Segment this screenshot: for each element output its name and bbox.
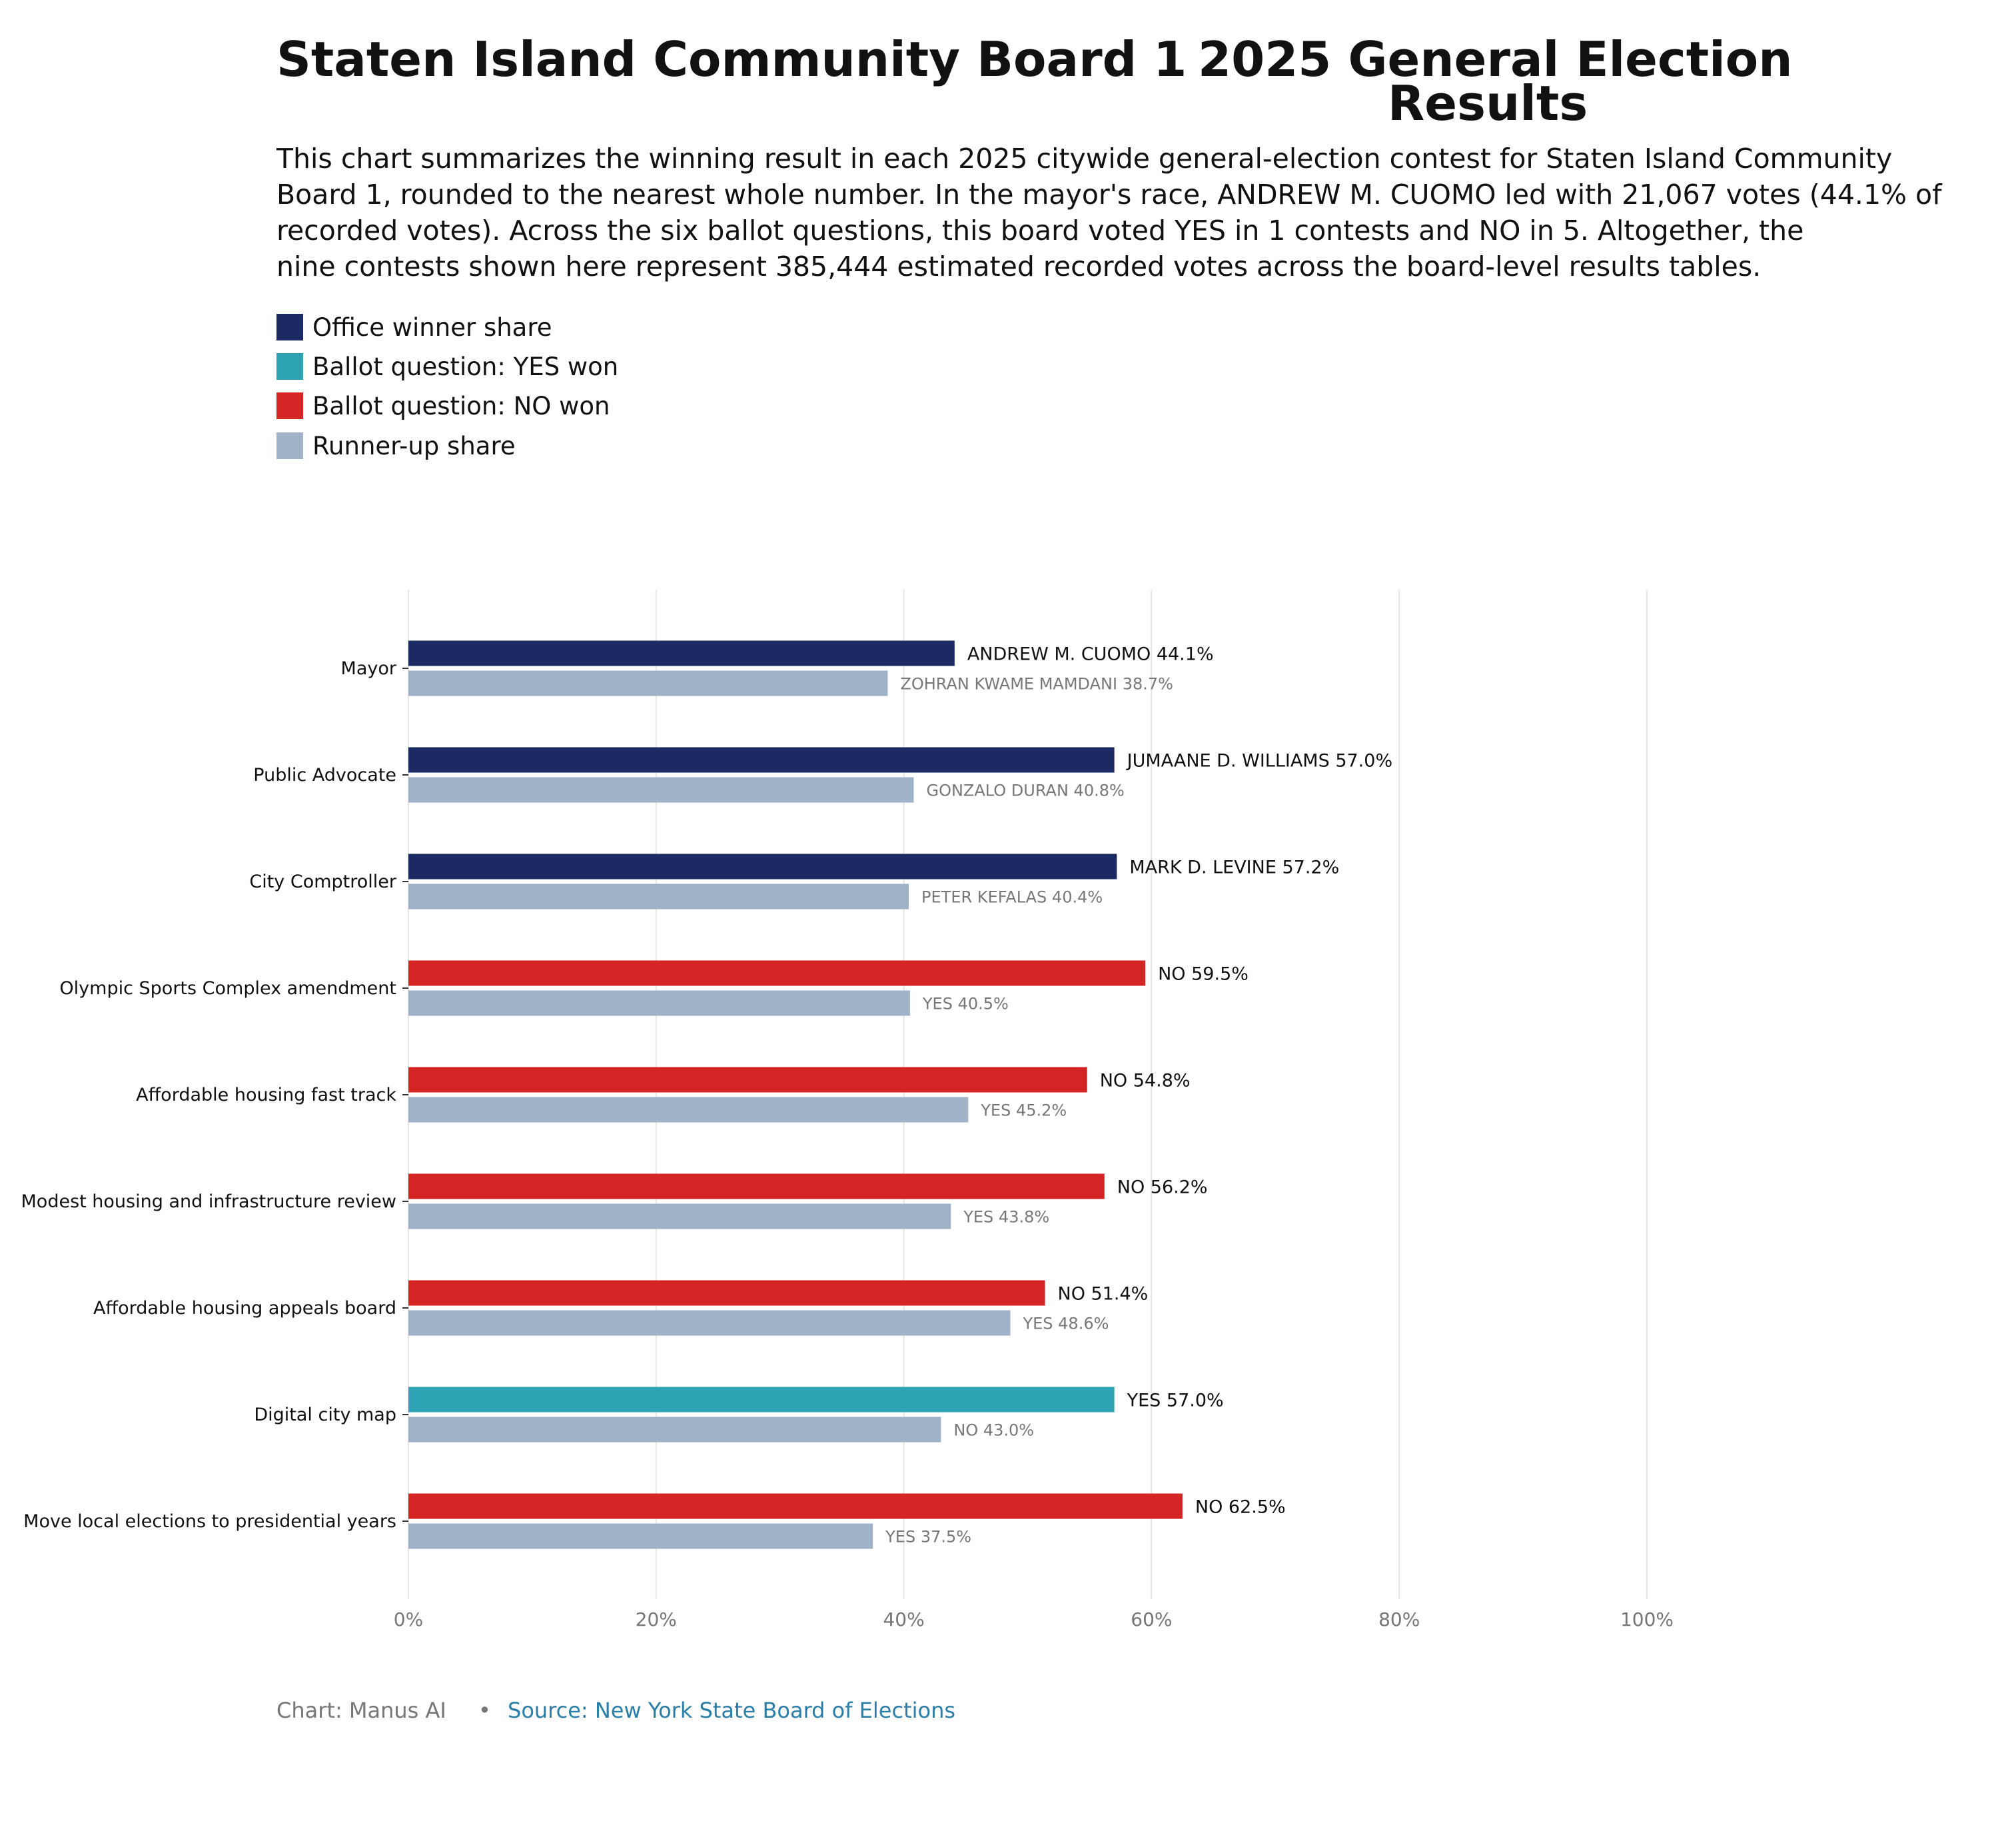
legend-label: Ballot question: NO won <box>312 391 610 420</box>
bar-chart: 0% 20% 40% 60% 80% 100% Mayor ANDREW M. CUOMO 4… <box>21 590 1674 1630</box>
legend-item-office-winner: Office winner share <box>276 312 552 342</box>
description-line-3: recorded votes). Across the six ballot q… <box>276 215 1804 247</box>
legend-label: Runner-up share <box>312 431 516 460</box>
winner-bar <box>408 640 955 666</box>
description-line-2: Board 1, rounded to the nearest whole nu… <box>276 179 1942 211</box>
runner-up-bar <box>408 1097 969 1123</box>
runner-up-data-label: YES 48.6% <box>1022 1315 1109 1333</box>
category-label: Digital city map <box>254 1405 396 1425</box>
winner-data-label: NO 51.4% <box>1058 1284 1149 1305</box>
chart-credit: Chart: Manus AI <box>276 1698 446 1723</box>
runner-up-bar <box>408 884 909 910</box>
legend-swatch-yes-won <box>276 353 303 380</box>
x-tick-label: 40% <box>883 1608 924 1630</box>
category-label: Olympic Sports Complex amendment <box>59 978 396 999</box>
winner-data-label: NO 56.2% <box>1117 1177 1208 1198</box>
description-line-4: nine contests shown here represent 385,4… <box>276 251 1762 283</box>
category-label: Affordable housing fast track <box>136 1085 396 1105</box>
category-label: City Comptroller <box>249 872 397 892</box>
winner-bar <box>408 1493 1183 1519</box>
winner-data-label: YES 57.0% <box>1127 1391 1224 1411</box>
runner-up-data-label: YES 40.5% <box>922 995 1009 1013</box>
runner-up-data-label: YES 43.8% <box>963 1208 1049 1227</box>
winner-bar <box>408 1173 1105 1199</box>
legend-item-no-won: Ballot question: NO won <box>276 391 610 420</box>
runner-up-data-label: NO 43.0% <box>953 1421 1034 1440</box>
runner-up-bar <box>408 1203 951 1229</box>
runner-up-data-label: YES 37.5% <box>885 1528 971 1546</box>
footer-separator: • <box>478 1698 491 1723</box>
category-label: Public Advocate <box>253 765 396 786</box>
legend-label: Ballot question: YES won <box>312 352 619 381</box>
legend-swatch-office <box>276 314 303 340</box>
legend-swatch-no-won <box>276 392 303 419</box>
x-tick-label: 80% <box>1378 1608 1420 1630</box>
winner-data-label: ANDREW M. CUOMO 44.1% <box>967 644 1214 665</box>
description-line-1: This chart summarizes the winning result… <box>276 143 1893 175</box>
winner-data-label: MARK D. LEVINE 57.2% <box>1129 858 1339 878</box>
category-label: Modest housing and infrastructure review <box>21 1191 397 1212</box>
legend-swatch-runner-up <box>276 432 303 459</box>
runner-up-data-label: ZOHRAN KWAME MAMDANI 38.7% <box>900 675 1173 694</box>
category-label: Move local elections to presidential yea… <box>23 1511 396 1532</box>
winner-bar <box>408 1280 1045 1306</box>
category-label: Affordable housing appeals board <box>93 1298 396 1319</box>
winner-bar <box>408 1387 1115 1413</box>
runner-up-bar <box>408 670 888 696</box>
x-tick-label: 0% <box>394 1608 423 1630</box>
x-tick-label: 60% <box>1131 1608 1172 1630</box>
winner-bar <box>408 1067 1087 1093</box>
winner-bar <box>408 747 1115 773</box>
runner-up-bar <box>408 990 910 1016</box>
runner-up-bar <box>408 1523 873 1549</box>
runner-up-bar <box>408 777 914 803</box>
category-label: Mayor <box>341 658 397 679</box>
runner-up-data-label: YES 45.2% <box>980 1101 1067 1120</box>
winner-data-label: NO 59.5% <box>1158 964 1249 985</box>
x-tick-label: 100% <box>1620 1608 1674 1630</box>
winner-data-label: NO 54.8% <box>1100 1071 1191 1091</box>
chart-title: Staten Island Community Board 1 <box>276 31 1187 87</box>
legend-item-yes-won: Ballot question: YES won <box>276 352 619 381</box>
legend-item-runner-up: Runner-up share <box>276 431 516 460</box>
chart-title-continued-line2: Results <box>1387 75 1588 131</box>
runner-up-data-label: GONZALO DURAN 40.8% <box>926 782 1124 800</box>
legend-label: Office winner share <box>312 312 552 342</box>
winner-data-label: JUMAANE D. WILLIAMS 57.0% <box>1126 751 1392 772</box>
runner-up-data-label: PETER KEFALAS 40.4% <box>921 888 1103 907</box>
runner-up-bar <box>408 1310 1011 1336</box>
runner-up-bar <box>408 1417 941 1443</box>
winner-bar <box>408 960 1146 986</box>
source-link[interactable]: Source: New York State Board of Election… <box>508 1698 956 1723</box>
chart-title-continued: 2025 General Election <box>1198 31 1793 87</box>
x-tick-label: 20% <box>636 1608 677 1630</box>
winner-bar <box>408 854 1117 880</box>
winner-data-label: NO 62.5% <box>1195 1497 1286 1518</box>
